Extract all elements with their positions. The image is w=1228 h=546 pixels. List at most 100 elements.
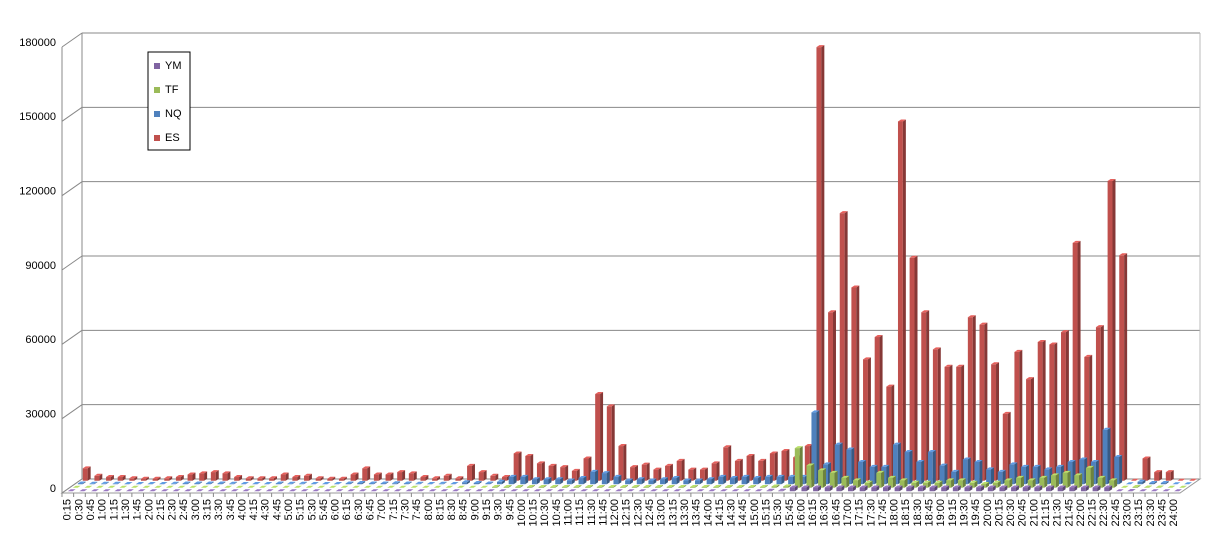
bar-top: [292, 475, 301, 478]
bar: [1079, 459, 1085, 485]
bar-top: [1074, 473, 1083, 476]
bar-side: [711, 477, 715, 485]
bar-side: [508, 485, 512, 488]
bar: [876, 472, 882, 488]
bar-top: [438, 481, 447, 484]
bar: [1104, 487, 1110, 492]
bar-top: [545, 489, 554, 492]
bar-top: [415, 481, 424, 484]
bar-top: [678, 485, 687, 488]
bar-top: [315, 476, 324, 479]
bar-top: [1085, 465, 1094, 468]
bar: [304, 475, 309, 481]
bar-side: [408, 481, 412, 485]
bar-side: [879, 335, 883, 481]
bar-side: [693, 467, 697, 481]
x-tick-label: 22:15: [1087, 499, 1099, 527]
bar-side: [734, 476, 738, 485]
bar: [911, 482, 917, 488]
bar: [967, 317, 973, 481]
bar-side: [851, 447, 855, 485]
x-tick-label: 23:30: [1145, 499, 1157, 527]
bar: [869, 466, 875, 485]
bar-side: [601, 485, 605, 488]
bar-side: [1074, 485, 1078, 492]
bar: [729, 478, 735, 485]
bar-side: [152, 482, 156, 485]
x-tick-label: 5:15: [295, 499, 307, 520]
bar-side: [548, 477, 552, 485]
bar: [1097, 477, 1103, 488]
x-tick-label: 12:45: [644, 499, 656, 527]
bar-top: [327, 476, 336, 479]
bar-top: [503, 485, 512, 488]
bar-top: [741, 474, 750, 477]
x-tick-label: 15:30: [772, 499, 784, 527]
bar-top: [909, 255, 918, 258]
bar-side: [694, 485, 698, 488]
x-tick-label: 22:00: [1075, 499, 1087, 527]
bar: [555, 479, 561, 485]
bar-side: [671, 485, 675, 488]
bar-side: [553, 463, 557, 481]
bar-top: [906, 485, 915, 488]
bar-side: [946, 485, 950, 492]
bar-top: [538, 485, 547, 488]
bar: [1137, 481, 1143, 485]
bar: [443, 475, 449, 481]
bar-side: [979, 459, 983, 485]
bar-top: [934, 480, 943, 483]
bar-top: [590, 469, 599, 472]
bar-top: [736, 485, 745, 488]
bar-side: [611, 404, 615, 481]
bar-top: [846, 447, 855, 450]
bar-side: [1112, 178, 1116, 481]
bar: [571, 470, 577, 481]
x-tick-label: 16:45: [830, 499, 842, 527]
bar: [906, 487, 912, 492]
bar-side: [864, 485, 868, 492]
bar-side: [783, 488, 787, 492]
bar-top: [671, 476, 680, 479]
bar-top: [578, 476, 587, 479]
bar: [1074, 475, 1080, 488]
bar-top: [328, 485, 337, 488]
x-tick-label: 16:15: [807, 499, 819, 527]
x-tick-label: 21:30: [1052, 499, 1064, 527]
bar-top: [841, 475, 850, 478]
grid-line: [61, 255, 83, 271]
bar-top: [1119, 253, 1128, 256]
x-tick-label: 11:45: [597, 499, 609, 526]
bar: [1069, 487, 1075, 492]
bar-side: [1020, 475, 1024, 488]
bar-side: [862, 459, 866, 485]
bar: [345, 483, 351, 485]
bar: [566, 480, 572, 485]
bar-top: [112, 481, 121, 484]
bar-top: [723, 445, 732, 448]
bar: [892, 444, 898, 485]
bar: [1132, 487, 1138, 488]
bar: [824, 487, 830, 492]
bar-top: [455, 476, 464, 479]
bar-side: [590, 485, 594, 488]
bar: [1034, 487, 1040, 492]
bar: [694, 480, 700, 485]
bar-top: [897, 119, 906, 122]
legend-label: NQ: [165, 108, 182, 120]
bar-side: [949, 364, 953, 481]
bar: [590, 471, 596, 485]
bar-side: [1159, 470, 1163, 481]
bar: [846, 449, 852, 485]
bar: [724, 487, 730, 488]
x-tick-label: 19:45: [970, 499, 982, 527]
bar: [408, 473, 414, 481]
x-tick-label: 15:00: [749, 499, 761, 527]
x-tick-label: 1:00: [97, 499, 109, 520]
bar-side: [1007, 411, 1011, 481]
bar-top: [212, 485, 221, 488]
bar-top: [475, 489, 484, 492]
legend-label: YM: [165, 60, 182, 72]
bar-side: [280, 481, 284, 485]
bar: [882, 487, 888, 492]
